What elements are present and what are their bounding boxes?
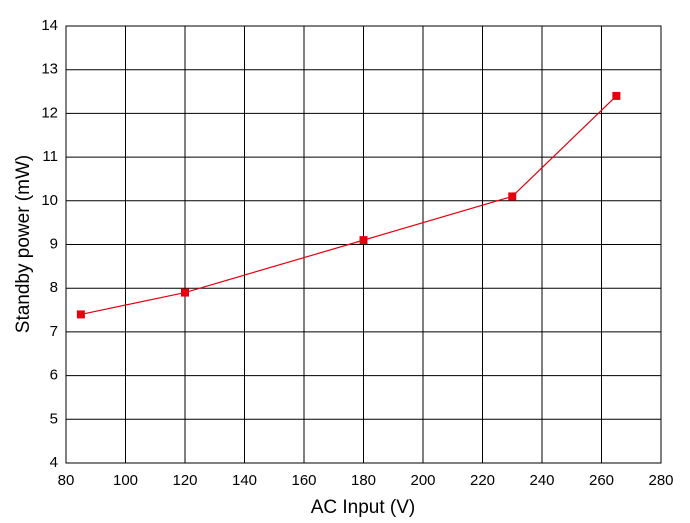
x-tick-label: 80	[58, 472, 75, 489]
y-tick-label: 13	[41, 61, 58, 78]
data-point	[76, 310, 85, 319]
y-tick-label: 14	[41, 17, 58, 34]
data-point	[359, 236, 368, 245]
x-tick-label: 180	[351, 472, 376, 489]
x-tick-label: 260	[589, 472, 614, 489]
x-tick-label: 160	[291, 472, 316, 489]
y-axis-title: Standby power (mW)	[13, 155, 34, 333]
data-line	[80, 95, 617, 316]
data-point	[612, 91, 621, 100]
y-tick-label: 8	[50, 279, 58, 296]
plot-border	[65, 25, 662, 464]
x-tick-label: 280	[648, 472, 673, 489]
y-tick-label: 9	[50, 235, 58, 252]
y-tick-label: 5	[50, 410, 58, 427]
x-tick-label: 200	[410, 472, 435, 489]
y-tick-label: 7	[50, 323, 58, 340]
data-point	[181, 288, 189, 297]
x-axis-title: AC Input (V)	[311, 497, 416, 518]
data-point	[508, 192, 517, 201]
x-tick-label: 240	[529, 472, 554, 489]
y-tick-label: 11	[42, 148, 58, 165]
y-tick-label: 10	[41, 192, 58, 209]
x-tick-label: 120	[172, 472, 197, 489]
y-tick-label: 6	[50, 367, 58, 384]
y-tick-label: 12	[41, 104, 58, 121]
x-tick-label: 220	[470, 472, 495, 489]
x-tick-label: 100	[113, 472, 138, 489]
y-tick-label: 4	[50, 454, 58, 471]
x-tick-label: 140	[232, 472, 257, 489]
